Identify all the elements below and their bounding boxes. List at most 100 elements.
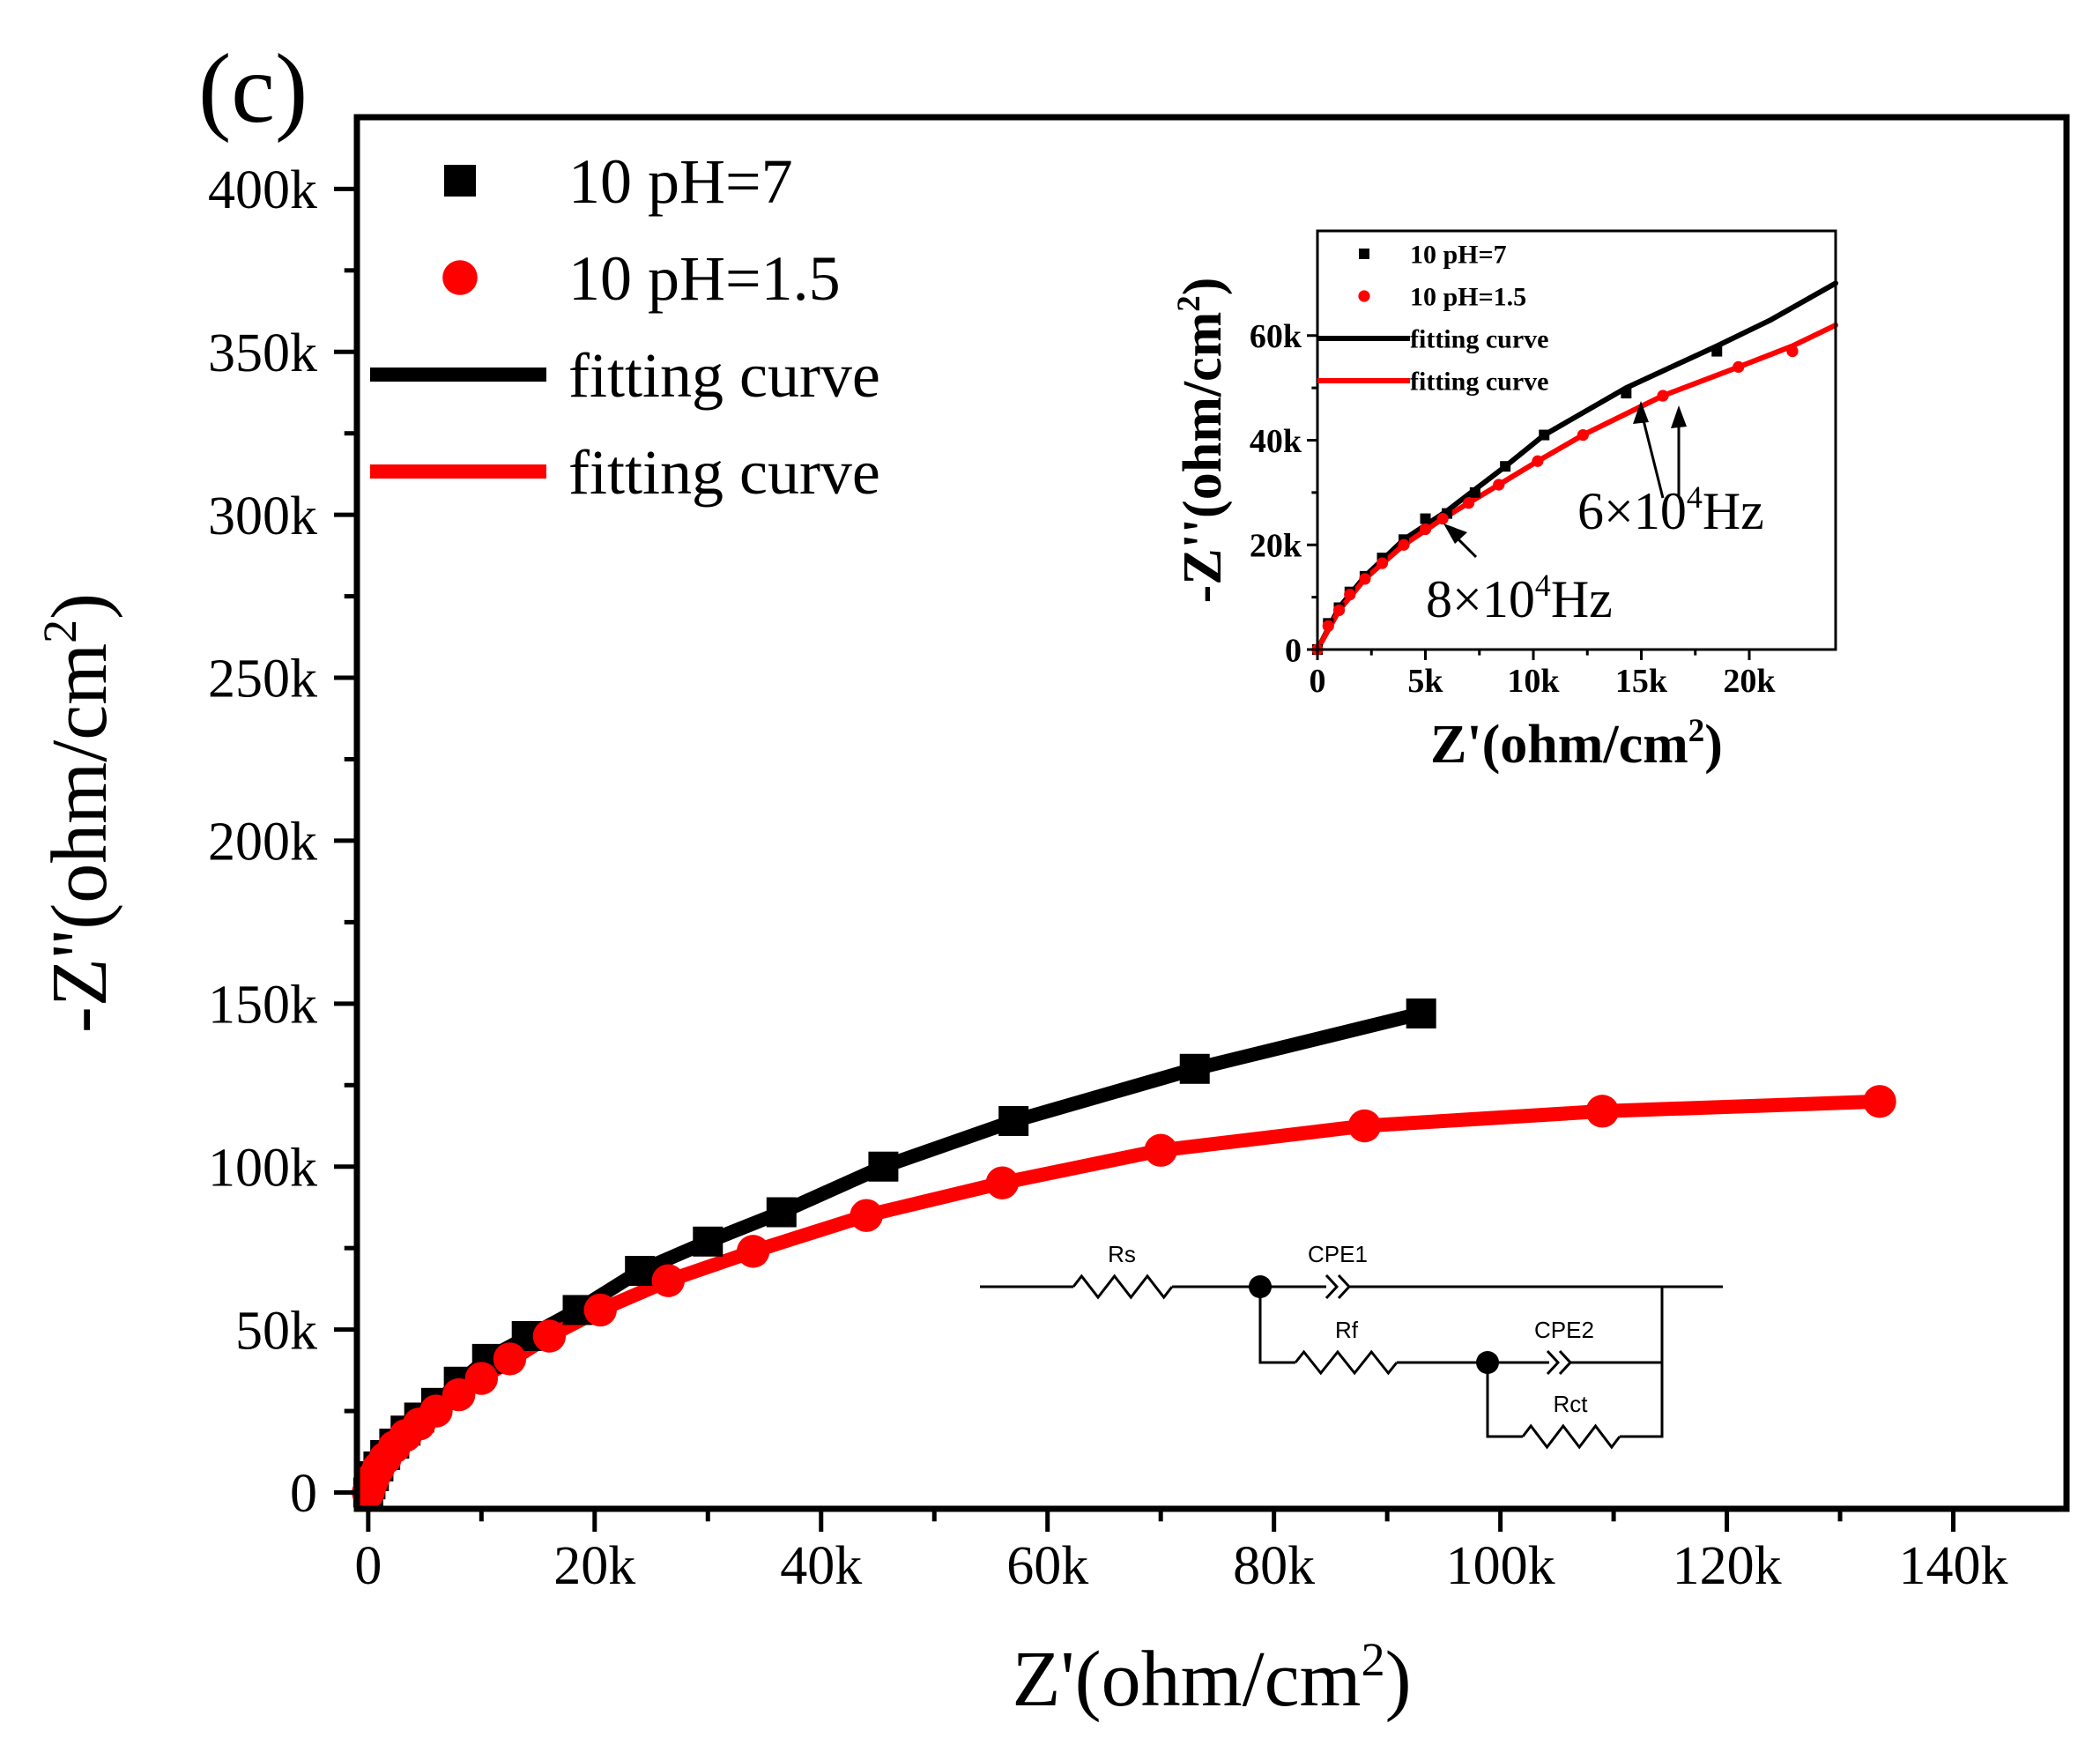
inset-point-s2-1 bbox=[1322, 620, 1334, 632]
inset-point-s2-5 bbox=[1376, 557, 1389, 569]
main-y-axis-label-close: ) bbox=[36, 593, 123, 620]
inset-x-tick-label-2: 10k bbox=[1507, 663, 1560, 700]
main-legend-symbol-2 bbox=[442, 260, 478, 295]
main-point-s2-12 bbox=[532, 1319, 567, 1353]
inset-annotation-1: 6×104Hz bbox=[1577, 479, 1764, 540]
circuit-label-rct: Rct bbox=[1554, 1391, 1589, 1417]
main-x-axis-label-text: Z'(ohm/cm bbox=[1012, 1636, 1361, 1723]
circuit-label-cpe2: CPE2 bbox=[1534, 1317, 1594, 1343]
inset-x-tick-label-1: 5k bbox=[1407, 663, 1443, 700]
inset-point-s2-4 bbox=[1359, 573, 1371, 585]
main-x-tick-label-1: 20k bbox=[553, 1536, 635, 1596]
inset-x-axis-label-close: ) bbox=[1704, 715, 1723, 775]
inset-x-axis-label-sup: 2 bbox=[1688, 713, 1705, 749]
main-point-s2-13 bbox=[583, 1293, 617, 1327]
main-point-s2-17 bbox=[985, 1166, 1020, 1199]
main-point-s1-19 bbox=[1406, 998, 1436, 1028]
inset-point-s1-12 bbox=[1621, 388, 1632, 399]
inset-x-axis-label-text: Z'(ohm/cm bbox=[1430, 715, 1688, 775]
inset-legend-label-1: 10 pH=7 bbox=[1410, 241, 1507, 270]
main-legend-label-2: 10 pH=1.5 bbox=[568, 243, 841, 314]
inset-annotation-arrowhead-2 bbox=[1443, 524, 1467, 544]
main-y-axis-label-text: -Z''(ohm/cm bbox=[36, 643, 123, 1033]
inset-y-tick-label-1: 20k bbox=[1250, 528, 1302, 565]
main-plot: 0 20k 40k 60k 80k 100k 120k 140k050k100k150k200… bbox=[33, 114, 2070, 1723]
circuit-wire-4 bbox=[1258, 1287, 1295, 1364]
circuit-cpe2-a bbox=[1546, 1349, 1561, 1376]
main-x-axis-label: Z'(ohm/cm2) bbox=[1012, 1633, 1411, 1723]
circuit-cpe2-b bbox=[1558, 1349, 1573, 1376]
inset-annotation-1-sup: 4 bbox=[1687, 479, 1703, 515]
inset-fit-line-2 bbox=[1315, 322, 1838, 652]
main-legend-symbol-1 bbox=[444, 165, 476, 197]
inset-annotation-1-text: 6×10 bbox=[1577, 482, 1687, 540]
main-point-s1-16 bbox=[868, 1151, 899, 1182]
inset-point-s2-6 bbox=[1398, 538, 1410, 551]
inset-y-tick-label-0: 0 bbox=[1285, 632, 1302, 669]
main-y-tick-label-7: 350k bbox=[208, 323, 317, 383]
inset-legend-symbol-1 bbox=[1359, 249, 1369, 259]
inset-x-tick-label-3: 15k bbox=[1615, 663, 1668, 700]
main-x-tick-label-3: 60k bbox=[1006, 1536, 1088, 1596]
inset-annotation-1-suffix: Hz bbox=[1703, 482, 1764, 540]
main-y-tick-label-0: 0 bbox=[290, 1464, 317, 1524]
inset-plot: 0 5k 10k 15k 20k 0 20k 40k 60k Z'(ohm/cm2) -Z''(oh… bbox=[1171, 229, 1838, 775]
inset-annotation-arrowhead-1-1 bbox=[1633, 401, 1649, 424]
inset-x-tick-label-0: 0 bbox=[1310, 663, 1326, 700]
inset-point-s2-3 bbox=[1344, 589, 1356, 601]
main-point-s2-18 bbox=[1144, 1133, 1177, 1167]
main-y-tick-label-8: 400k bbox=[208, 160, 317, 220]
inset-y-axis-label-close: ) bbox=[1173, 278, 1233, 296]
inset-point-s2-2 bbox=[1332, 604, 1346, 617]
main-y-tick-label-1: 50k bbox=[235, 1301, 317, 1361]
inset-y-tick-label-2: 40k bbox=[1250, 423, 1302, 460]
circuit-cpe1-b bbox=[1337, 1273, 1352, 1300]
inset-point-s2-9 bbox=[1462, 497, 1475, 509]
inset-legend-label-4: fitting curve bbox=[1410, 368, 1548, 397]
panel-label: (c) bbox=[198, 34, 308, 144]
main-x-axis-label-close: ) bbox=[1385, 1636, 1412, 1723]
main-point-s1-17 bbox=[998, 1105, 1029, 1136]
main-y-tick-label-4: 200k bbox=[208, 813, 317, 872]
inset-point-s2-15 bbox=[1786, 345, 1799, 358]
main-y-tick-label-2: 100k bbox=[208, 1138, 317, 1198]
inset-legend-symbol-2 bbox=[1358, 290, 1370, 302]
inset-annotation-2-suffix: Hz bbox=[1551, 570, 1613, 628]
main-y-tick-label-5: 250k bbox=[208, 650, 317, 709]
circuit-wire-8 bbox=[1486, 1363, 1523, 1438]
inset-y-axis-label-text: -Z''(ohm/cm bbox=[1173, 312, 1233, 604]
inset-point-s2-14 bbox=[1733, 360, 1745, 373]
inset-annotation-arrow-1-1 bbox=[1639, 409, 1665, 499]
main-x-tick-label-2: 40k bbox=[780, 1536, 862, 1596]
main-point-s2-20 bbox=[1585, 1095, 1619, 1128]
main-point-s2-15 bbox=[736, 1235, 770, 1268]
circuit-label-cpe1: CPE1 bbox=[1308, 1241, 1368, 1267]
inset-point-s2-10 bbox=[1493, 479, 1505, 491]
main-y-axis-label: -Z''(ohm/cm2) bbox=[33, 593, 123, 1033]
inset-y-tick-label-3: 60k bbox=[1250, 318, 1302, 355]
inset-annotation-arrowhead-1-2 bbox=[1671, 405, 1687, 428]
main-point-s2-8 bbox=[419, 1394, 453, 1428]
inset-annotation-2-sup: 4 bbox=[1535, 568, 1551, 603]
main-legend-label-4: fitting curve bbox=[568, 437, 880, 508]
main-point-s1-15 bbox=[766, 1197, 797, 1228]
main-point-s2-21 bbox=[1863, 1085, 1896, 1118]
inset-point-s2-8 bbox=[1436, 512, 1449, 525]
inset-legend-label-3: fitting curve bbox=[1410, 325, 1548, 354]
inset-x-axis-label: Z'(ohm/cm2) bbox=[1430, 713, 1723, 775]
inset-point-s1-10 bbox=[1500, 461, 1511, 472]
circuit-cpe1-a bbox=[1325, 1273, 1339, 1300]
inset-annotation-2: 8×104Hz bbox=[1426, 568, 1613, 628]
main-point-s1-14 bbox=[693, 1226, 723, 1257]
main-y-tick-label-3: 150k bbox=[208, 976, 317, 1036]
main-x-tick-label-5: 100k bbox=[1446, 1536, 1555, 1596]
circuit-label-rs: Rs bbox=[1108, 1241, 1136, 1267]
main-point-s2-10 bbox=[464, 1362, 499, 1395]
inset-point-s2-7 bbox=[1419, 523, 1432, 536]
main-point-s2-16 bbox=[850, 1199, 883, 1232]
inset-x-tick-label-4: 20k bbox=[1723, 663, 1776, 700]
inset-point-s1-7 bbox=[1420, 513, 1431, 524]
main-point-s2-19 bbox=[1347, 1109, 1382, 1143]
inset-annotation-2-text: 8×10 bbox=[1426, 570, 1535, 628]
